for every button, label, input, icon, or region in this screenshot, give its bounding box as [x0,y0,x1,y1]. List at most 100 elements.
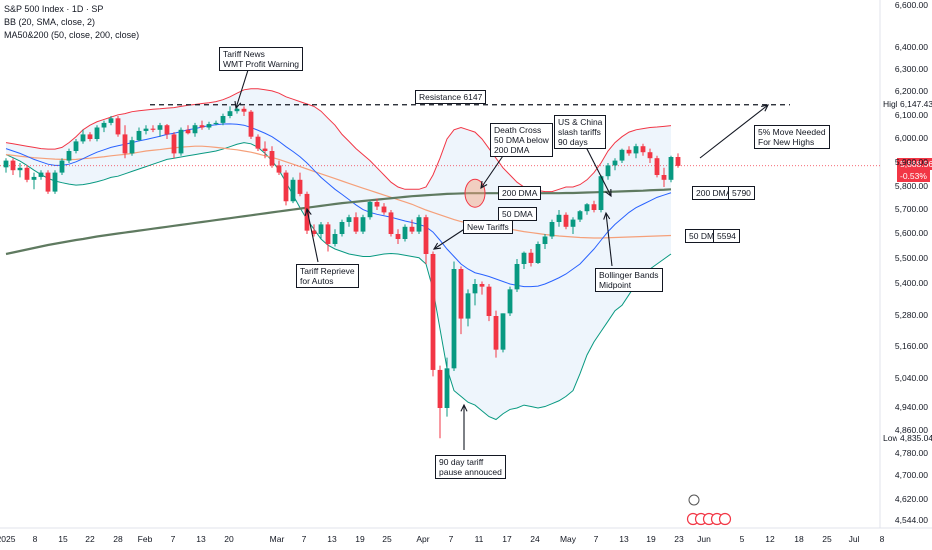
candle-body [437,369,443,408]
arrow-new-tariffs-head [432,242,442,250]
annotation-50dma-value: 5594 [713,229,740,243]
annotation-line: Tariff Reprieve [300,266,355,276]
candle-body [290,179,296,202]
candle-body [213,122,219,125]
candle-body [178,129,184,154]
y-tick-label: 5,700.00 [894,204,928,214]
candle-body [38,172,44,177]
candle-body [612,160,618,166]
candle-body [185,129,191,134]
candle-body [206,124,212,128]
y-tick-label: 4,620.00 [894,494,928,504]
arrow-tariff-reprieve-head [304,207,312,216]
candle-body [262,148,268,151]
last-price-tag: 5,888.56 [897,158,932,170]
candle-body [430,254,436,370]
x-tick-label: 13 [327,534,337,544]
economic-event-icon[interactable] [718,512,732,526]
y-tick-label: 5,600.00 [894,228,928,238]
annotation-line: 5% Move Needed [758,127,826,137]
arrow-us-china [584,144,612,197]
candle-body [199,125,205,128]
candle-body [542,236,548,244]
candle-body [416,217,422,232]
arrow-bollinger [605,212,613,267]
y-tick-label: 4,544.00 [894,515,928,525]
candle-body [591,204,597,210]
arrow-tariff-news [235,69,249,109]
candle-body [640,146,646,153]
candle-body [31,176,37,180]
candle-body [458,269,464,319]
x-tick-label: Jun [697,534,711,544]
arrow-tariff-news-head [234,100,242,110]
y-tick-label: 5,160.00 [894,341,928,351]
annotation-line: pause annouced [439,467,502,477]
candle-body [339,222,345,234]
candle-body [157,125,163,130]
x-tick-label: 12 [765,534,775,544]
x-tick-label: 5 [739,534,745,544]
x-tick-label: 13 [619,534,629,544]
candle-body [549,222,555,237]
candle-body [318,224,324,234]
x-tick-label: 25 [822,534,832,544]
candle-body [66,151,72,161]
candle-body [584,204,590,212]
annotation-us-china: US & China slash tariffs 90 days [554,115,607,149]
candle-body [346,217,352,222]
bb-upper-line [5,88,672,193]
x-tick-label: 2025 [0,534,16,544]
arrow-five-percent-head [761,104,769,112]
candle-body [325,224,331,244]
candle-body [45,172,51,192]
candle-body [360,217,366,232]
x-tick-label: 22 [85,534,95,544]
candle-body [248,111,254,137]
annotation-tariff-news: Tariff News WMT Profit Warning [219,47,304,71]
annotation-death-cross: Death Cross 50 DMA below 200 DMA [490,123,553,157]
y-tick-label: 4,700.00 [894,470,928,480]
candle-body [129,140,135,154]
x-tick-label: 8 [879,534,885,544]
flash-event-icon[interactable] [688,494,700,506]
annotation-resistance: Resistance 6147 [415,90,487,104]
annotation-line: Bollinger Bands [599,270,659,280]
y-tick-label: 5,900.00 [894,157,928,167]
legend-ma: MA50&200 (50, close, 200, close) [4,30,140,40]
arrow-new-tariffs [433,227,467,250]
candle-body [220,116,226,123]
annotation-line: 90 day tariff [439,457,484,467]
annotation-line: slash tariffs [558,127,601,137]
x-tick-label: 18 [794,534,804,544]
candle-body [654,158,660,175]
annotation-line: 90 days [558,137,588,147]
candle-body [514,264,520,290]
candle-body [171,134,177,154]
annotation-bollinger: Bollinger Bands Midpoint [595,268,663,292]
candle-body [108,118,114,123]
x-tick-label: Feb [137,534,153,544]
arrow-death-cross-head [480,180,488,190]
x-tick-label: 25 [382,534,392,544]
annotation-line: Tariff News [223,49,265,59]
candle-body [269,151,275,166]
ma200-line [5,188,672,256]
candle-body [59,160,65,173]
high-label: High [883,99,901,109]
annotation-tariff-reprieve: Tariff Reprieve for Autos [296,264,359,288]
low-value: 4,835.04 [897,432,932,444]
x-tick-label: 7 [170,534,176,544]
bb-basis-line [5,123,672,288]
candle-body [304,193,310,231]
candle-body [94,127,100,139]
annotation-pause: 90 day tariff pause annouced [435,455,506,479]
candle-body [528,252,534,263]
high-value: 6,147.43 [897,98,932,110]
x-tick-label: Jul [848,534,860,544]
candle-body [297,179,303,194]
candle-body [87,134,93,139]
low-label: Low [883,433,899,443]
y-tick-label: 5,040.00 [894,373,928,383]
